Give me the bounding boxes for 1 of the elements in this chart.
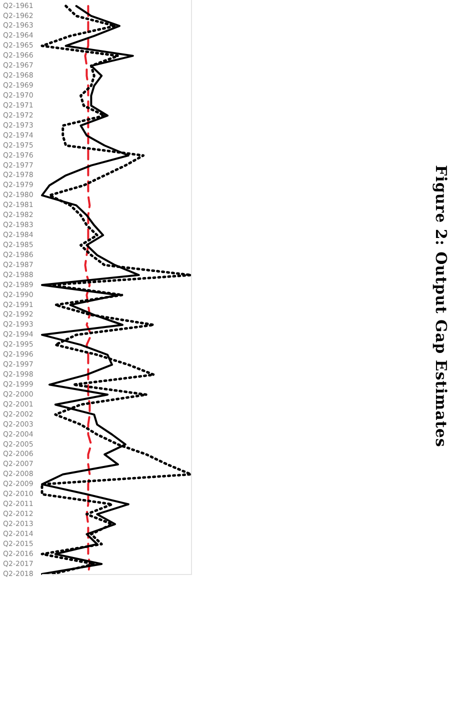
text: Figure 2: Output Gap Estimates: [432, 165, 450, 448]
